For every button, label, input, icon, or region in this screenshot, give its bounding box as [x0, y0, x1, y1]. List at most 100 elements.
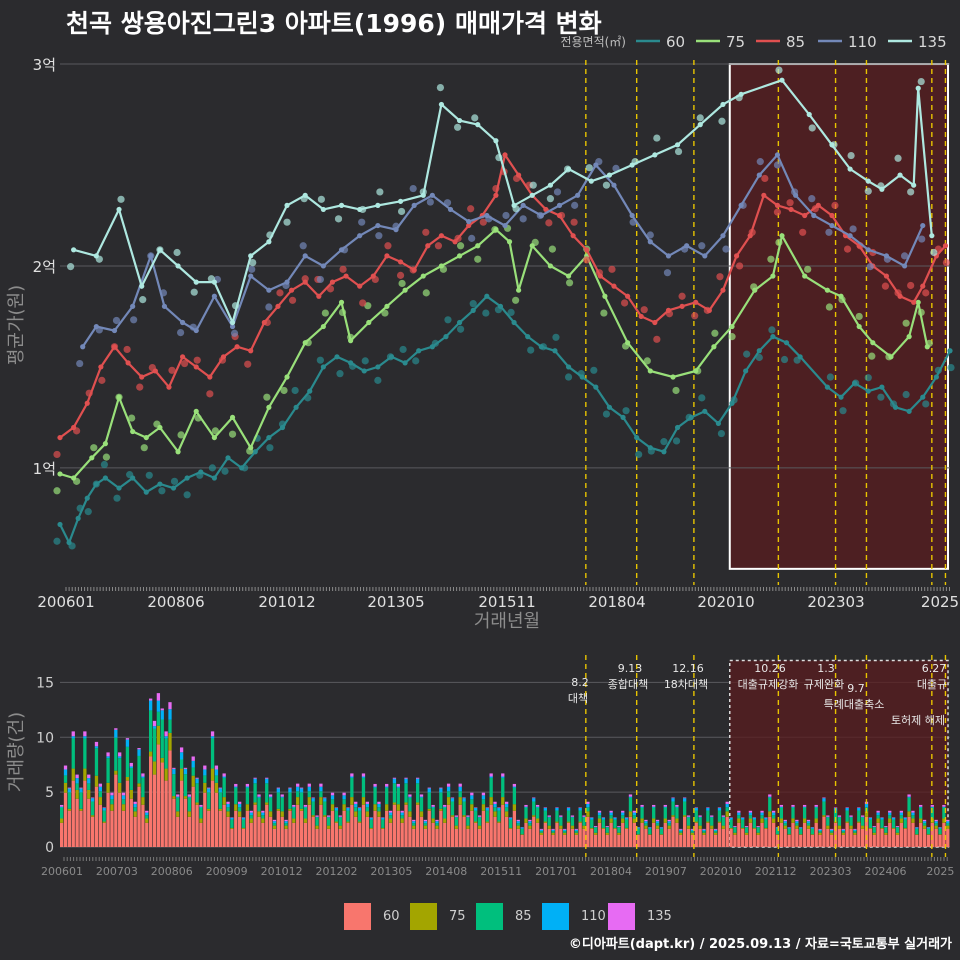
volume-bar-75 — [679, 832, 683, 835]
volume-bar-135 — [129, 762, 133, 767]
volume-bar-135 — [443, 804, 447, 807]
volume-bar-75 — [903, 827, 907, 829]
volume-bar-75 — [857, 821, 861, 823]
volume-bar-85 — [377, 807, 381, 812]
volume-bar-85 — [381, 819, 385, 828]
volume-bar-75 — [214, 782, 219, 793]
volume-bar-60 — [238, 816, 242, 847]
legend-label-75: 75 — [726, 33, 745, 51]
x-tick-label: 201012 — [261, 865, 303, 878]
volume-bar-110 — [245, 786, 250, 788]
volume-bar-110 — [299, 788, 304, 793]
trade-point — [396, 271, 405, 279]
volume-bar-135 — [199, 804, 203, 807]
volume-bar-75 — [296, 797, 300, 805]
volume-bar-60 — [338, 828, 342, 847]
x-tick-label: 202406 — [865, 865, 907, 878]
series-point-85 — [774, 202, 781, 208]
trade-point — [436, 83, 445, 92]
volume-bar-60 — [613, 828, 617, 847]
volume-bar-75 — [392, 802, 397, 805]
volume-bar-110 — [535, 806, 540, 808]
volume-bar-75 — [938, 834, 942, 835]
volume-bar-60 — [872, 834, 876, 847]
volume-bar-75 — [919, 818, 923, 823]
volume-bar-75 — [466, 825, 470, 829]
series-point-60 — [743, 368, 749, 374]
series-point-75 — [420, 273, 426, 279]
volume-bar-75 — [686, 825, 691, 829]
volume-bar-75 — [400, 818, 404, 823]
series-point-135 — [320, 206, 326, 213]
volume-bar-135 — [644, 819, 648, 822]
trade-point — [839, 407, 847, 415]
volume-bar-85 — [102, 810, 106, 822]
series-point-75 — [143, 434, 149, 441]
volume-bar-75 — [365, 811, 369, 817]
volume-bar-135 — [466, 815, 470, 817]
volume-bar-85 — [748, 815, 753, 819]
y-tick-label: 1억 — [33, 460, 56, 478]
volume-bar-110 — [830, 829, 834, 832]
series-point-110 — [593, 162, 599, 168]
volume-bar-110 — [911, 812, 915, 816]
volume-bar-75 — [427, 808, 431, 811]
volume-bar-135 — [930, 804, 934, 807]
volume-bar-75 — [826, 825, 830, 829]
volume-bar-75 — [915, 834, 919, 835]
series-point-110 — [193, 327, 199, 334]
volume-bar-60 — [218, 810, 222, 847]
volume-bar-75 — [238, 811, 242, 817]
volume-bar-75 — [230, 827, 234, 829]
volume-bar-85 — [272, 823, 277, 826]
series-point-75 — [102, 441, 109, 447]
series-point-85 — [193, 364, 199, 370]
volume-bar-85 — [90, 801, 95, 816]
trade-point — [434, 242, 443, 250]
volume-bar-110 — [466, 816, 470, 818]
volume-bar-60 — [303, 822, 308, 847]
volume-bar-135 — [431, 804, 435, 807]
volume-bar-85 — [942, 807, 946, 819]
series-point-110 — [502, 222, 508, 229]
series-point-60 — [184, 475, 190, 481]
x-tick-label: 202010 — [697, 593, 754, 611]
trade-point — [653, 134, 661, 142]
volume-bar-75 — [671, 815, 675, 817]
volume-bar-135 — [845, 807, 849, 808]
volume-bar-60 — [621, 822, 625, 847]
series-point-85 — [829, 212, 835, 219]
volume-bar-60 — [493, 816, 497, 847]
volume-bar-110 — [721, 816, 725, 818]
volume-bar-85 — [327, 817, 331, 826]
volume-bar-75 — [710, 825, 714, 829]
volume-bar-75 — [512, 804, 517, 811]
volume-bar-75 — [357, 821, 362, 823]
volume-bar-110 — [489, 776, 493, 778]
series-point-75 — [384, 303, 390, 309]
series-point-135 — [847, 166, 853, 172]
volume-bar-110 — [234, 786, 238, 788]
volume-bar-85 — [172, 774, 176, 797]
volume-bar-85 — [543, 810, 547, 822]
volume-bar-75 — [578, 821, 582, 823]
volume-bar-60 — [477, 828, 482, 847]
trade-point — [76, 359, 84, 368]
series-point-135 — [139, 283, 145, 289]
volume-bar-135 — [207, 787, 211, 789]
volume-bar-85 — [129, 768, 133, 790]
series-point-85 — [329, 279, 336, 285]
volume-bar-85 — [63, 775, 68, 783]
x-tick-label: 201305 — [370, 865, 412, 878]
volume-bar-85 — [597, 815, 602, 819]
annotation-date: 6.27 — [922, 662, 947, 675]
series-point-75 — [89, 455, 95, 461]
series-point-60 — [429, 344, 435, 350]
volume-bar-60 — [741, 828, 745, 847]
volume-bar-110 — [686, 816, 691, 818]
volume-bar-75 — [87, 789, 91, 799]
volume-bar-85 — [868, 819, 873, 828]
volume-bar-85 — [253, 783, 257, 803]
series-point-60 — [552, 348, 558, 354]
volume-bar-135 — [690, 828, 695, 830]
